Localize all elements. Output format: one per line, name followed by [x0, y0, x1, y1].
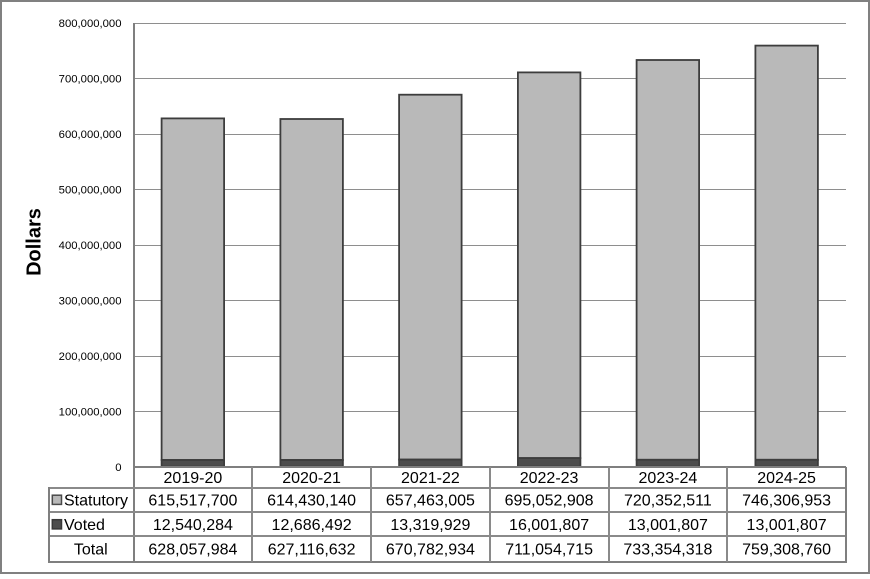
svg-text:2020-21: 2020-21	[282, 470, 341, 487]
svg-text:0: 0	[115, 462, 121, 474]
svg-text:2019-20: 2019-20	[164, 470, 223, 487]
svg-text:628,057,984: 628,057,984	[148, 541, 237, 558]
svg-text:12,540,284: 12,540,284	[153, 517, 233, 534]
svg-text:13,319,929: 13,319,929	[390, 517, 470, 534]
svg-text:13,001,807: 13,001,807	[628, 517, 708, 534]
svg-text:2024-25: 2024-25	[757, 470, 816, 487]
svg-text:800,000,000: 800,000,000	[59, 18, 122, 30]
svg-text:Dollars: Dollars	[24, 208, 46, 276]
svg-text:746,306,953: 746,306,953	[742, 492, 831, 509]
svg-text:Voted: Voted	[64, 517, 105, 534]
svg-text:614,430,140: 614,430,140	[267, 492, 356, 509]
svg-text:16,001,807: 16,001,807	[509, 517, 589, 534]
svg-text:600,000,000: 600,000,000	[59, 129, 122, 141]
svg-text:615,517,700: 615,517,700	[148, 492, 237, 509]
svg-text:2021-22: 2021-22	[401, 470, 460, 487]
svg-text:12,686,492: 12,686,492	[272, 517, 352, 534]
svg-text:400,000,000: 400,000,000	[59, 240, 122, 252]
svg-text:Statutory: Statutory	[64, 492, 128, 509]
svg-text:13,001,807: 13,001,807	[747, 517, 827, 534]
svg-text:695,052,908: 695,052,908	[505, 492, 594, 509]
svg-text:700,000,000: 700,000,000	[59, 74, 122, 86]
svg-text:733,354,318: 733,354,318	[623, 541, 712, 558]
svg-text:627,116,632: 627,116,632	[268, 541, 356, 558]
svg-text:759,308,760: 759,308,760	[742, 541, 831, 558]
svg-text:711,054,715: 711,054,715	[505, 541, 593, 558]
svg-text:100,000,000: 100,000,000	[59, 407, 122, 419]
svg-text:Total: Total	[74, 541, 108, 558]
svg-text:2023-24: 2023-24	[639, 470, 698, 487]
svg-text:657,463,005: 657,463,005	[386, 492, 475, 509]
svg-text:720,352,511: 720,352,511	[624, 492, 712, 509]
svg-text:300,000,000: 300,000,000	[59, 296, 122, 308]
svg-text:500,000,000: 500,000,000	[59, 185, 122, 197]
svg-text:200,000,000: 200,000,000	[59, 351, 122, 363]
svg-text:670,782,934: 670,782,934	[386, 541, 475, 558]
svg-text:2022-23: 2022-23	[520, 470, 579, 487]
